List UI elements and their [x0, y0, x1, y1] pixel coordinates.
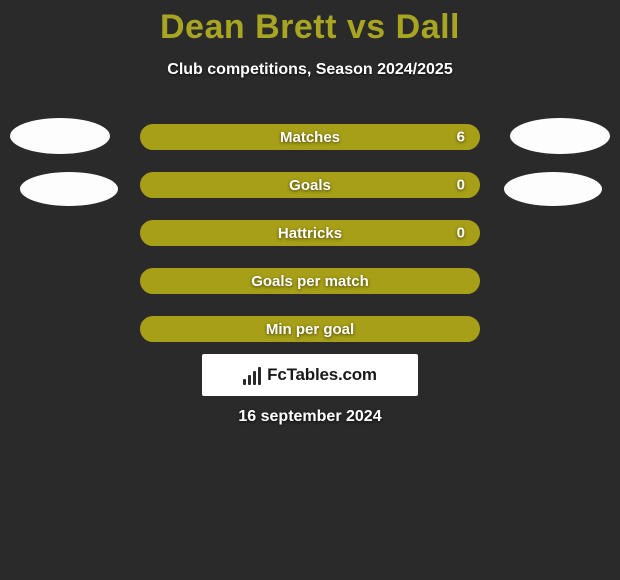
stat-label: Min per goal: [266, 321, 354, 338]
stat-rows: Matches 6 Goals 0 Hattricks 0 Goals per …: [140, 124, 480, 342]
stat-value: 0: [457, 225, 465, 242]
subtitle: Club competitions, Season 2024/2025: [0, 61, 620, 79]
stat-row-goals-per-match: Goals per match: [140, 268, 480, 294]
stat-label: Goals: [289, 177, 331, 194]
avatar-right-2: [504, 172, 602, 206]
logo-text: FcTables.com: [267, 365, 377, 385]
stat-value: 6: [457, 129, 465, 146]
stat-label: Goals per match: [251, 273, 369, 290]
avatar-left-2: [20, 172, 118, 206]
stat-row-min-per-goal: Min per goal: [140, 316, 480, 342]
stat-row-matches: Matches 6: [140, 124, 480, 150]
stat-row-goals: Goals 0: [140, 172, 480, 198]
stat-value: 0: [457, 177, 465, 194]
stat-label: Hattricks: [278, 225, 342, 242]
logo-box[interactable]: FcTables.com: [202, 354, 418, 396]
stat-row-hattricks: Hattricks 0: [140, 220, 480, 246]
stat-label: Matches: [280, 129, 340, 146]
date-text: 16 september 2024: [0, 408, 620, 426]
avatar-left-1: [10, 118, 110, 154]
chart-icon: [243, 365, 263, 385]
page-title: Dean Brett vs Dall: [0, 0, 620, 47]
avatar-right-1: [510, 118, 610, 154]
